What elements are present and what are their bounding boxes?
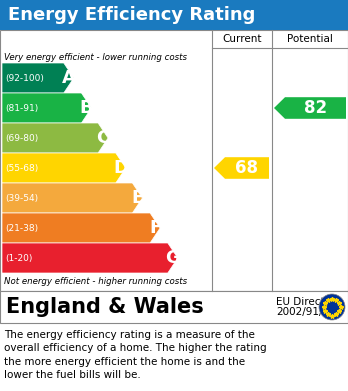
Text: Very energy efficient - lower running costs: Very energy efficient - lower running co… (4, 54, 187, 63)
Polygon shape (2, 153, 126, 183)
Bar (0, 291, 348, 323)
Polygon shape (2, 243, 178, 273)
Text: Energy Efficiency Rating: Energy Efficiency Rating (8, 6, 255, 24)
Text: (1-20): (1-20) (5, 253, 32, 262)
Circle shape (319, 294, 345, 320)
Polygon shape (2, 123, 108, 153)
Polygon shape (2, 213, 160, 243)
Text: 68: 68 (236, 159, 259, 177)
Text: (69-80): (69-80) (5, 133, 38, 142)
Text: (39-54): (39-54) (5, 194, 38, 203)
Text: Current: Current (222, 34, 262, 44)
Bar (0, 0, 348, 30)
Text: England & Wales: England & Wales (6, 297, 204, 317)
Polygon shape (2, 183, 142, 213)
Text: B: B (80, 99, 93, 117)
Text: (55-68): (55-68) (5, 163, 38, 172)
Text: Not energy efficient - higher running costs: Not energy efficient - higher running co… (4, 278, 187, 287)
Text: D: D (113, 159, 128, 177)
Polygon shape (274, 97, 346, 119)
Text: E: E (131, 189, 143, 207)
Polygon shape (2, 93, 92, 123)
Text: (21-38): (21-38) (5, 224, 38, 233)
Text: F: F (149, 219, 161, 237)
Text: Potential: Potential (287, 34, 333, 44)
Polygon shape (2, 63, 74, 93)
Polygon shape (214, 157, 269, 179)
Text: (92-100): (92-100) (5, 74, 44, 83)
Text: G: G (165, 249, 180, 267)
Text: C: C (96, 129, 110, 147)
Text: The energy efficiency rating is a measure of the
overall efficiency of a home. T: The energy efficiency rating is a measur… (4, 330, 267, 380)
Text: A: A (62, 69, 76, 87)
Text: EU Directive: EU Directive (276, 297, 340, 307)
Text: 82: 82 (304, 99, 327, 117)
Bar (0, 30, 348, 291)
Text: (81-91): (81-91) (5, 104, 38, 113)
Text: 2002/91/EC: 2002/91/EC (276, 307, 337, 317)
